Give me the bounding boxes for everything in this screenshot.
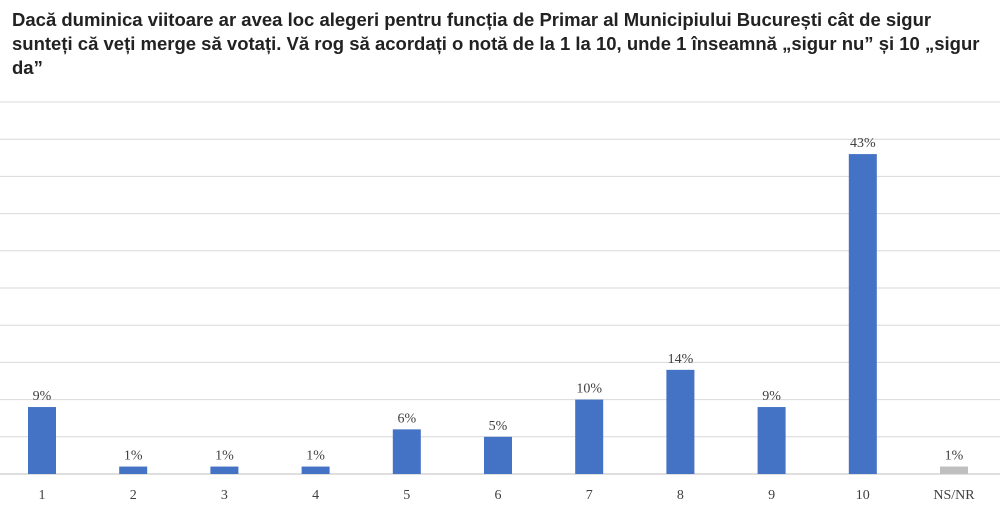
x-tick-label: 2 — [130, 488, 137, 503]
bar-3 — [210, 466, 239, 474]
x-tick-label: 3 — [221, 488, 228, 503]
x-tick-label: 5 — [403, 488, 410, 503]
data-label: 1% — [215, 449, 234, 464]
x-tick-label: 6 — [495, 488, 502, 503]
data-label: 9% — [762, 389, 781, 404]
data-label: 5% — [489, 419, 508, 434]
data-label: 43% — [850, 136, 876, 151]
data-label: 1% — [306, 449, 325, 464]
data-label: 14% — [668, 352, 694, 367]
x-axis-labels: 1 2 3 4 5 6 7 8 9 10 NS/NR — [39, 488, 976, 503]
data-label: 6% — [397, 411, 416, 426]
bar-4 — [301, 466, 330, 474]
x-tick-label: 7 — [586, 488, 593, 503]
x-tick-label: 4 — [312, 488, 319, 503]
bar-10 — [848, 154, 877, 474]
value-labels: 9% 1% 1% 1% 6% 5% 10% 14% 9% 43% 1% — [33, 136, 964, 463]
data-label: 10% — [576, 382, 602, 397]
bar-2 — [119, 466, 148, 474]
bars — [28, 154, 968, 474]
bar-8 — [666, 369, 695, 474]
x-tick-label: 1 — [39, 488, 46, 503]
bar-5 — [392, 429, 421, 474]
bar-9 — [757, 407, 786, 474]
bar-NS/NR — [940, 466, 968, 474]
bar-7 — [575, 399, 604, 474]
x-tick-label: 8 — [677, 488, 684, 503]
data-label: 1% — [945, 449, 964, 464]
bar-6 — [484, 436, 512, 474]
data-label: 9% — [33, 389, 52, 404]
x-tick-label: 10 — [856, 488, 870, 503]
data-label: 1% — [124, 449, 143, 464]
chart-title: Dacă duminica viitoare ar avea loc alege… — [12, 9, 980, 78]
x-tick-label: 9 — [768, 488, 775, 503]
bar-1 — [28, 407, 56, 474]
x-tick-label: NS/NR — [933, 488, 975, 503]
